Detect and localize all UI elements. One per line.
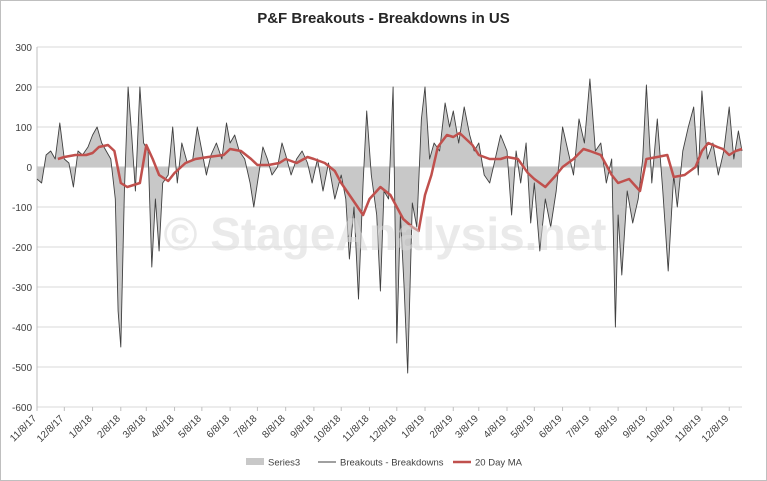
x-tick-label: 2/8/19 bbox=[428, 413, 456, 441]
y-tick-label: 0 bbox=[26, 163, 32, 174]
x-tick-label: 6/8/19 bbox=[537, 413, 565, 441]
x-tick-label: 10/8/19 bbox=[644, 413, 676, 445]
legend-label: Series3 bbox=[268, 458, 300, 469]
x-tick-label: 3/8/18 bbox=[121, 413, 149, 441]
legend: Series3 Breakouts - Breakdowns 20 Day MA bbox=[246, 458, 523, 469]
series-line-breakouts-breakdowns bbox=[36, 78, 743, 374]
y-tick-label: 200 bbox=[15, 83, 32, 94]
legend-swatch-series3 bbox=[246, 458, 264, 465]
x-tick-label: 5/8/19 bbox=[509, 413, 537, 441]
x-tick-label: 8/8/18 bbox=[260, 413, 288, 441]
x-tick-label: 10/8/18 bbox=[312, 413, 344, 445]
x-tick-label: 11/8/19 bbox=[673, 413, 704, 444]
y-tick-label: -100 bbox=[12, 203, 32, 214]
x-tick-label: 1/8/18 bbox=[67, 413, 95, 441]
x-tick-label: 4/8/18 bbox=[149, 413, 177, 441]
x-tick-label: 12/8/18 bbox=[368, 413, 400, 445]
x-tick-label: 8/8/19 bbox=[593, 413, 621, 441]
y-tick-label: 300 bbox=[15, 43, 32, 54]
x-tick-label: 5/8/18 bbox=[177, 413, 205, 441]
y-tick-label: -600 bbox=[12, 403, 32, 414]
x-tick-label: 6/8/18 bbox=[205, 413, 233, 441]
x-tick-label: 7/8/19 bbox=[565, 413, 593, 441]
plot-area bbox=[36, 78, 743, 374]
y-tick-label: 100 bbox=[15, 123, 32, 134]
x-tick-label: 12/8/17 bbox=[35, 413, 67, 445]
x-tick-label: 2/8/18 bbox=[95, 413, 123, 441]
y-axis-labels: 300 200 100 0 -100 -200 -300 -400 -500 -600 bbox=[12, 43, 32, 414]
watermark-text: © StageAnalysis.net bbox=[164, 208, 607, 260]
series-line-20-day-ma bbox=[57, 131, 743, 233]
x-tick-label: 1/8/19 bbox=[400, 413, 428, 441]
x-tick-label: 12/8/19 bbox=[700, 413, 732, 445]
y-tick-label: -200 bbox=[12, 243, 32, 254]
chart-title: P&F Breakouts - Breakdowns in US bbox=[257, 10, 510, 27]
y-tick-label: -500 bbox=[12, 363, 32, 374]
x-tick-label: 3/8/19 bbox=[453, 413, 481, 441]
y-tick-label: -300 bbox=[12, 283, 32, 294]
series-area-series3 bbox=[37, 79, 742, 373]
x-tick-label: 7/8/18 bbox=[232, 413, 260, 441]
legend-label: 20 Day MA bbox=[475, 458, 523, 469]
x-tick-label: 4/8/19 bbox=[482, 413, 510, 441]
x-tick-label: 11/8/18 bbox=[341, 413, 372, 444]
x-tick-label: 11/8/17 bbox=[8, 413, 39, 444]
y-tick-label: -400 bbox=[12, 323, 32, 334]
legend-label: Breakouts - Breakdowns bbox=[340, 458, 444, 469]
